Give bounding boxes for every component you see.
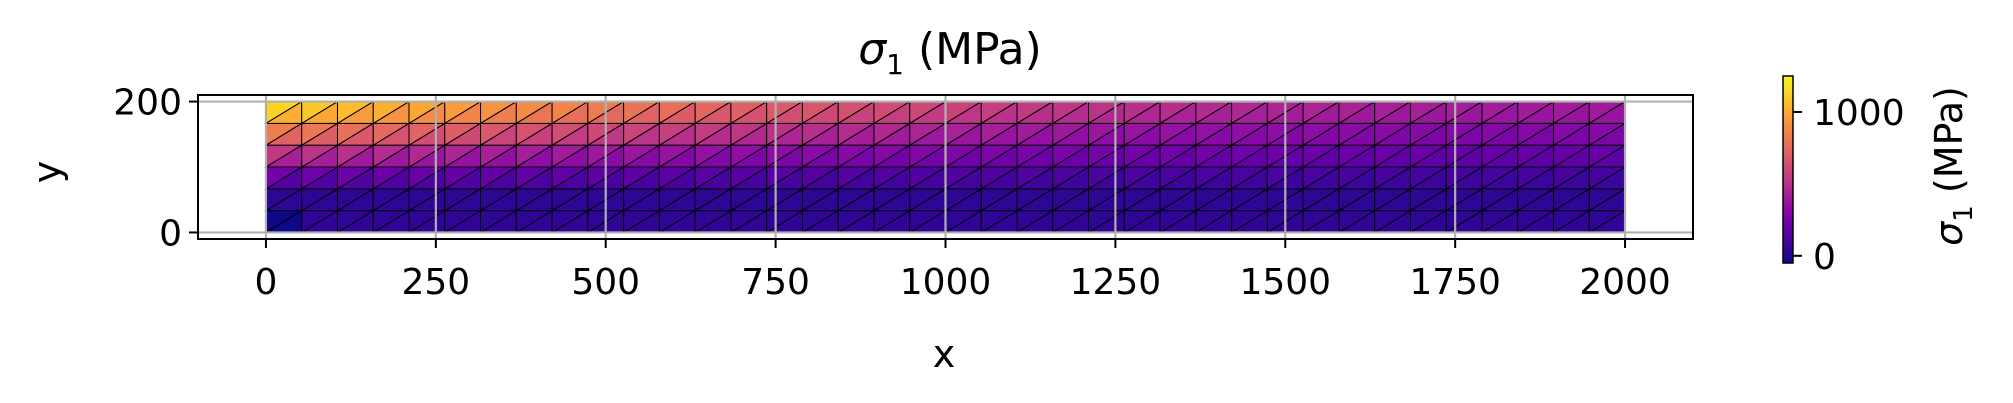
title-unit: (MPa) [904, 24, 1042, 75]
grid-lines [198, 95, 1693, 239]
x-axis-label: x [933, 332, 956, 376]
colorbar-tick-label: 1000 [1813, 93, 1905, 134]
x-tick-label: 1000 [900, 262, 992, 303]
y-axis-ticks: 0 200 [113, 83, 198, 254]
cbar-sigma: σ [1927, 220, 1971, 246]
x-tick-label: 500 [571, 262, 640, 303]
colorbar-frame [1782, 75, 1794, 264]
x-tick-label: 750 [741, 262, 810, 303]
x-tick-label: 1500 [1239, 262, 1331, 303]
cbar-subscript: 1 [1949, 205, 1979, 222]
colorbar-ticks: 0 1000 [1793, 93, 1905, 278]
plot-area: 0 250 500 750 1000 1250 1500 1750 2000 0 200 [113, 83, 1694, 303]
colorbar-tick-label: 0 [1813, 237, 1836, 278]
cbar-unit: (MPa) [1927, 86, 1971, 205]
x-tick-label: 0 [255, 262, 278, 303]
x-tick-label: 1250 [1070, 262, 1162, 303]
title-sigma: σ [858, 24, 887, 75]
y-axis-label: y [25, 161, 69, 184]
x-tick-label: 250 [401, 262, 470, 303]
chart-title: σ1 (MPa) [858, 24, 1042, 81]
colorbar-label: σ1 (MPa) [1927, 86, 1979, 246]
x-tick-label: 2000 [1579, 262, 1671, 303]
x-axis-ticks: 0 250 500 750 1000 1250 1500 1750 2000 [255, 239, 1671, 303]
y-tick-label: 200 [113, 83, 182, 124]
mesh-triangles [264, 100, 1627, 234]
colorbar: 0 1000 [1782, 75, 1905, 278]
title-subscript: 1 [886, 48, 904, 81]
x-tick-label: 1750 [1409, 262, 1501, 303]
colorbar-gradient [1783, 76, 1793, 263]
y-tick-label: 0 [159, 213, 182, 254]
